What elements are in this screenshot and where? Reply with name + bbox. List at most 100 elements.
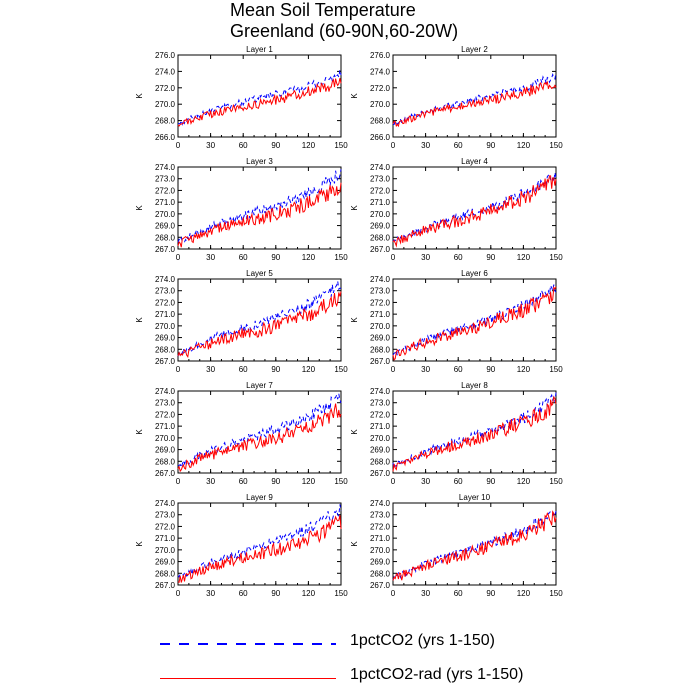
panel-title: Layer 8 <box>461 381 488 390</box>
legend-item-1pctco2-rad: 1pctCO2-rad (yrs 1-150) <box>160 666 560 690</box>
panel-title: Layer 3 <box>246 157 273 166</box>
x-tick-label: 0 <box>391 477 396 486</box>
plot-frame <box>177 278 342 362</box>
x-tick-label: 60 <box>454 253 463 262</box>
x-tick-label: 150 <box>334 365 348 374</box>
y-tick-label: 267.0 <box>370 469 391 478</box>
x-tick-label: 30 <box>421 141 430 150</box>
y-tick-label: 271.0 <box>370 198 391 207</box>
y-tick-label: 270.0 <box>155 322 176 331</box>
y-axis-label: K <box>135 429 144 435</box>
y-tick-label: 268.0 <box>155 117 176 126</box>
y-tick-label: 274.0 <box>155 387 176 396</box>
plot-frame <box>392 390 557 474</box>
x-tick-label: 150 <box>549 589 563 598</box>
title-line-1: Mean Soil Temperature <box>230 0 416 20</box>
x-tick-label: 60 <box>239 477 248 486</box>
plot-frame <box>177 502 342 586</box>
series-line-1pctco2 <box>177 281 342 357</box>
x-tick-label: 30 <box>206 365 215 374</box>
series-line-1pctco2-rad <box>177 403 342 473</box>
y-tick-label: 271.0 <box>370 310 391 319</box>
plot-frame <box>177 166 342 250</box>
y-tick-label: 272.0 <box>155 84 176 93</box>
y-tick-label: 269.0 <box>370 334 391 343</box>
y-tick-label: 270.0 <box>155 100 176 109</box>
y-tick-label: 268.0 <box>370 345 391 354</box>
y-tick-label: 269.0 <box>370 558 391 567</box>
y-tick-label: 272.0 <box>370 84 391 93</box>
y-tick-label: 268.0 <box>370 117 391 126</box>
x-tick-label: 30 <box>421 365 430 374</box>
x-tick-label: 120 <box>517 141 531 150</box>
x-tick-label: 120 <box>517 589 531 598</box>
y-tick-label: 270.0 <box>370 210 391 219</box>
panel-title: Layer 2 <box>461 45 488 54</box>
y-tick-label: 273.0 <box>370 399 391 408</box>
y-tick-label: 276.0 <box>155 51 176 60</box>
panel-title: Layer 10 <box>459 493 491 502</box>
x-tick-label: 150 <box>549 141 563 150</box>
y-tick-label: 273.0 <box>155 287 176 296</box>
x-tick-label: 60 <box>239 365 248 374</box>
x-tick-label: 90 <box>271 253 280 262</box>
x-tick-label: 0 <box>176 589 181 598</box>
x-tick-label: 150 <box>334 253 348 262</box>
y-tick-label: 273.0 <box>155 511 176 520</box>
y-tick-label: 268.0 <box>155 345 176 354</box>
x-tick-label: 120 <box>302 589 316 598</box>
y-tick-label: 273.0 <box>370 287 391 296</box>
y-tick-label: 274.0 <box>370 163 391 172</box>
y-tick-label: 267.0 <box>155 581 176 590</box>
series-line-1pctco2 <box>392 72 557 126</box>
x-tick-label: 30 <box>206 253 215 262</box>
x-tick-label: 120 <box>302 253 316 262</box>
plot-frame <box>177 54 342 138</box>
x-tick-label: 30 <box>421 589 430 598</box>
x-tick-label: 0 <box>391 141 396 150</box>
y-axis-label: K <box>350 205 359 211</box>
x-tick-label: 30 <box>421 477 430 486</box>
y-tick-label: 273.0 <box>370 511 391 520</box>
panel-title: Layer 6 <box>461 269 488 278</box>
x-tick-label: 150 <box>549 365 563 374</box>
y-tick-label: 270.0 <box>370 546 391 555</box>
y-tick-label: 270.0 <box>155 434 176 443</box>
panel-layer-9: Layer 9 K 0 30 60 90 120 150 267.0 268.0 269.0 270.… <box>135 493 348 598</box>
x-tick-label: 150 <box>334 477 348 486</box>
panel-layer-10: Layer 10 K 0 30 60 90 120 150 267.0 268.0 269.0 270… <box>350 493 563 598</box>
legend-item-1pctco2: 1pctCO2 (yrs 1-150) <box>160 632 560 656</box>
y-tick-label: 271.0 <box>155 198 176 207</box>
x-tick-label: 30 <box>206 141 215 150</box>
series-line-1pctco2 <box>178 69 342 126</box>
y-tick-label: 274.0 <box>155 67 176 76</box>
y-tick-label: 271.0 <box>155 534 176 543</box>
y-tick-label: 274.0 <box>155 499 176 508</box>
series-line-1pctco2-rad <box>392 175 557 248</box>
x-tick-label: 60 <box>239 141 248 150</box>
y-tick-label: 272.0 <box>155 522 176 531</box>
y-tick-label: 271.0 <box>155 422 176 431</box>
y-tick-label: 272.0 <box>370 298 391 307</box>
y-tick-label: 274.0 <box>370 499 391 508</box>
series-line-1pctco2-rad <box>392 81 557 128</box>
y-tick-label: 270.0 <box>370 322 391 331</box>
x-tick-label: 120 <box>302 365 316 374</box>
x-tick-label: 150 <box>334 141 348 150</box>
panel-layer-3: Layer 3 K 0 30 60 90 120 150 267.0 268.0 269.0 270.… <box>135 157 348 262</box>
y-axis-label: K <box>350 541 359 547</box>
panel-title: Layer 9 <box>246 493 273 502</box>
y-tick-label: 270.0 <box>155 546 176 555</box>
y-tick-label: 274.0 <box>155 275 176 284</box>
legend-swatch-dashed <box>160 643 336 645</box>
y-tick-label: 267.0 <box>370 581 391 590</box>
panel-title: Layer 4 <box>461 157 488 166</box>
panel-layer-7: Layer 7 K 0 30 60 90 120 150 267.0 268.0 269.0 270.… <box>135 381 348 486</box>
series-line-1pctco2 <box>177 169 342 243</box>
y-tick-label: 271.0 <box>370 534 391 543</box>
x-tick-label: 0 <box>176 253 181 262</box>
series-line-1pctco2-rad <box>177 515 342 584</box>
y-tick-label: 273.0 <box>155 399 176 408</box>
series-line-1pctco2 <box>392 392 557 471</box>
y-tick-label: 270.0 <box>155 210 176 219</box>
